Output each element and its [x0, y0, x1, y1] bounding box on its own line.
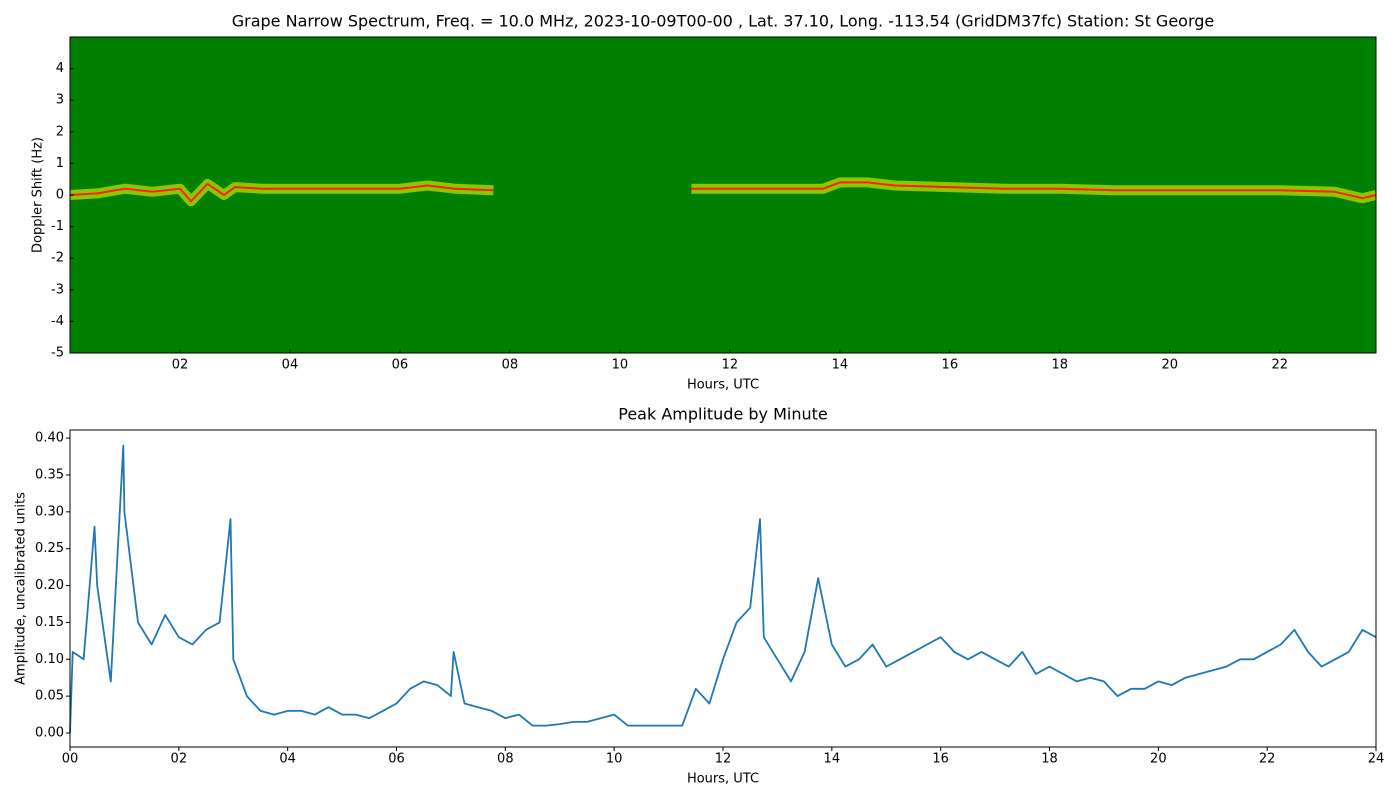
- x-tick-label: 20: [1150, 752, 1167, 767]
- x-tick-label: 12: [722, 358, 739, 373]
- x-tick-label: 14: [832, 358, 849, 373]
- y-tick-label: 0.30: [35, 504, 64, 519]
- chart-title: Peak Amplitude by Minute: [618, 405, 828, 424]
- plot-frame: [69, 429, 1377, 748]
- y-tick-label: 0.15: [35, 615, 64, 630]
- x-tick-label: 18: [1052, 358, 1069, 373]
- y-tick-label: -2: [51, 251, 64, 266]
- x-tick-label: 08: [502, 358, 519, 373]
- y-tick-label: 0.05: [35, 689, 64, 704]
- y-tick-label: 0.00: [35, 725, 64, 740]
- y-tick-label: 0.20: [35, 578, 64, 593]
- y-tick-label: 3: [56, 93, 64, 108]
- x-tick-label: 02: [171, 752, 188, 767]
- x-tick-label: 08: [497, 752, 514, 767]
- x-tick-label: 06: [392, 358, 409, 373]
- x-tick-label: 04: [279, 752, 296, 767]
- y-tick-label: 2: [56, 124, 64, 139]
- y-tick-label: 0.25: [35, 541, 64, 556]
- y-tick-label: 1: [56, 156, 64, 171]
- x-tick-label: 16: [942, 358, 959, 373]
- x-tick-label: 10: [606, 752, 623, 767]
- y-tick-label: 0: [56, 188, 64, 203]
- x-tick-label: 16: [932, 752, 949, 767]
- y-tick-label: 0.10: [35, 652, 64, 667]
- amplitude-line: [69, 444, 1377, 734]
- x-axis-label: Hours, UTC: [687, 772, 759, 787]
- x-tick-label: 10: [612, 358, 629, 373]
- y-tick-label: 0.40: [35, 431, 64, 446]
- doppler-trace: [69, 181, 1377, 203]
- y-tick-label: -1: [51, 219, 64, 234]
- x-tick-label: 14: [824, 752, 841, 767]
- x-tick-label: 06: [388, 752, 405, 767]
- y-tick-label: -5: [51, 346, 64, 361]
- chart-title: Grape Narrow Spectrum, Freq. = 10.0 MHz,…: [232, 12, 1215, 31]
- x-tick-label: 02: [172, 358, 189, 373]
- y-tick-label: 4: [56, 61, 64, 76]
- y-tick-label: 0.35: [35, 467, 64, 482]
- x-axis-label: Hours, UTC: [687, 378, 759, 393]
- x-tick-label: 18: [1041, 752, 1058, 767]
- x-tick-label: 04: [282, 358, 299, 373]
- x-tick-label: 00: [62, 752, 79, 767]
- x-tick-label: 22: [1271, 358, 1288, 373]
- y-axis-label: Doppler Shift (Hz): [31, 137, 46, 253]
- x-tick-label: 22: [1259, 752, 1276, 767]
- x-tick-label: 24: [1368, 752, 1385, 767]
- x-tick-label: 20: [1162, 358, 1179, 373]
- y-axis-label: Amplitude, uncalibrated units: [14, 492, 29, 685]
- x-tick-label: 12: [715, 752, 732, 767]
- y-tick-label: -3: [51, 282, 64, 297]
- y-tick-label: -4: [51, 314, 64, 329]
